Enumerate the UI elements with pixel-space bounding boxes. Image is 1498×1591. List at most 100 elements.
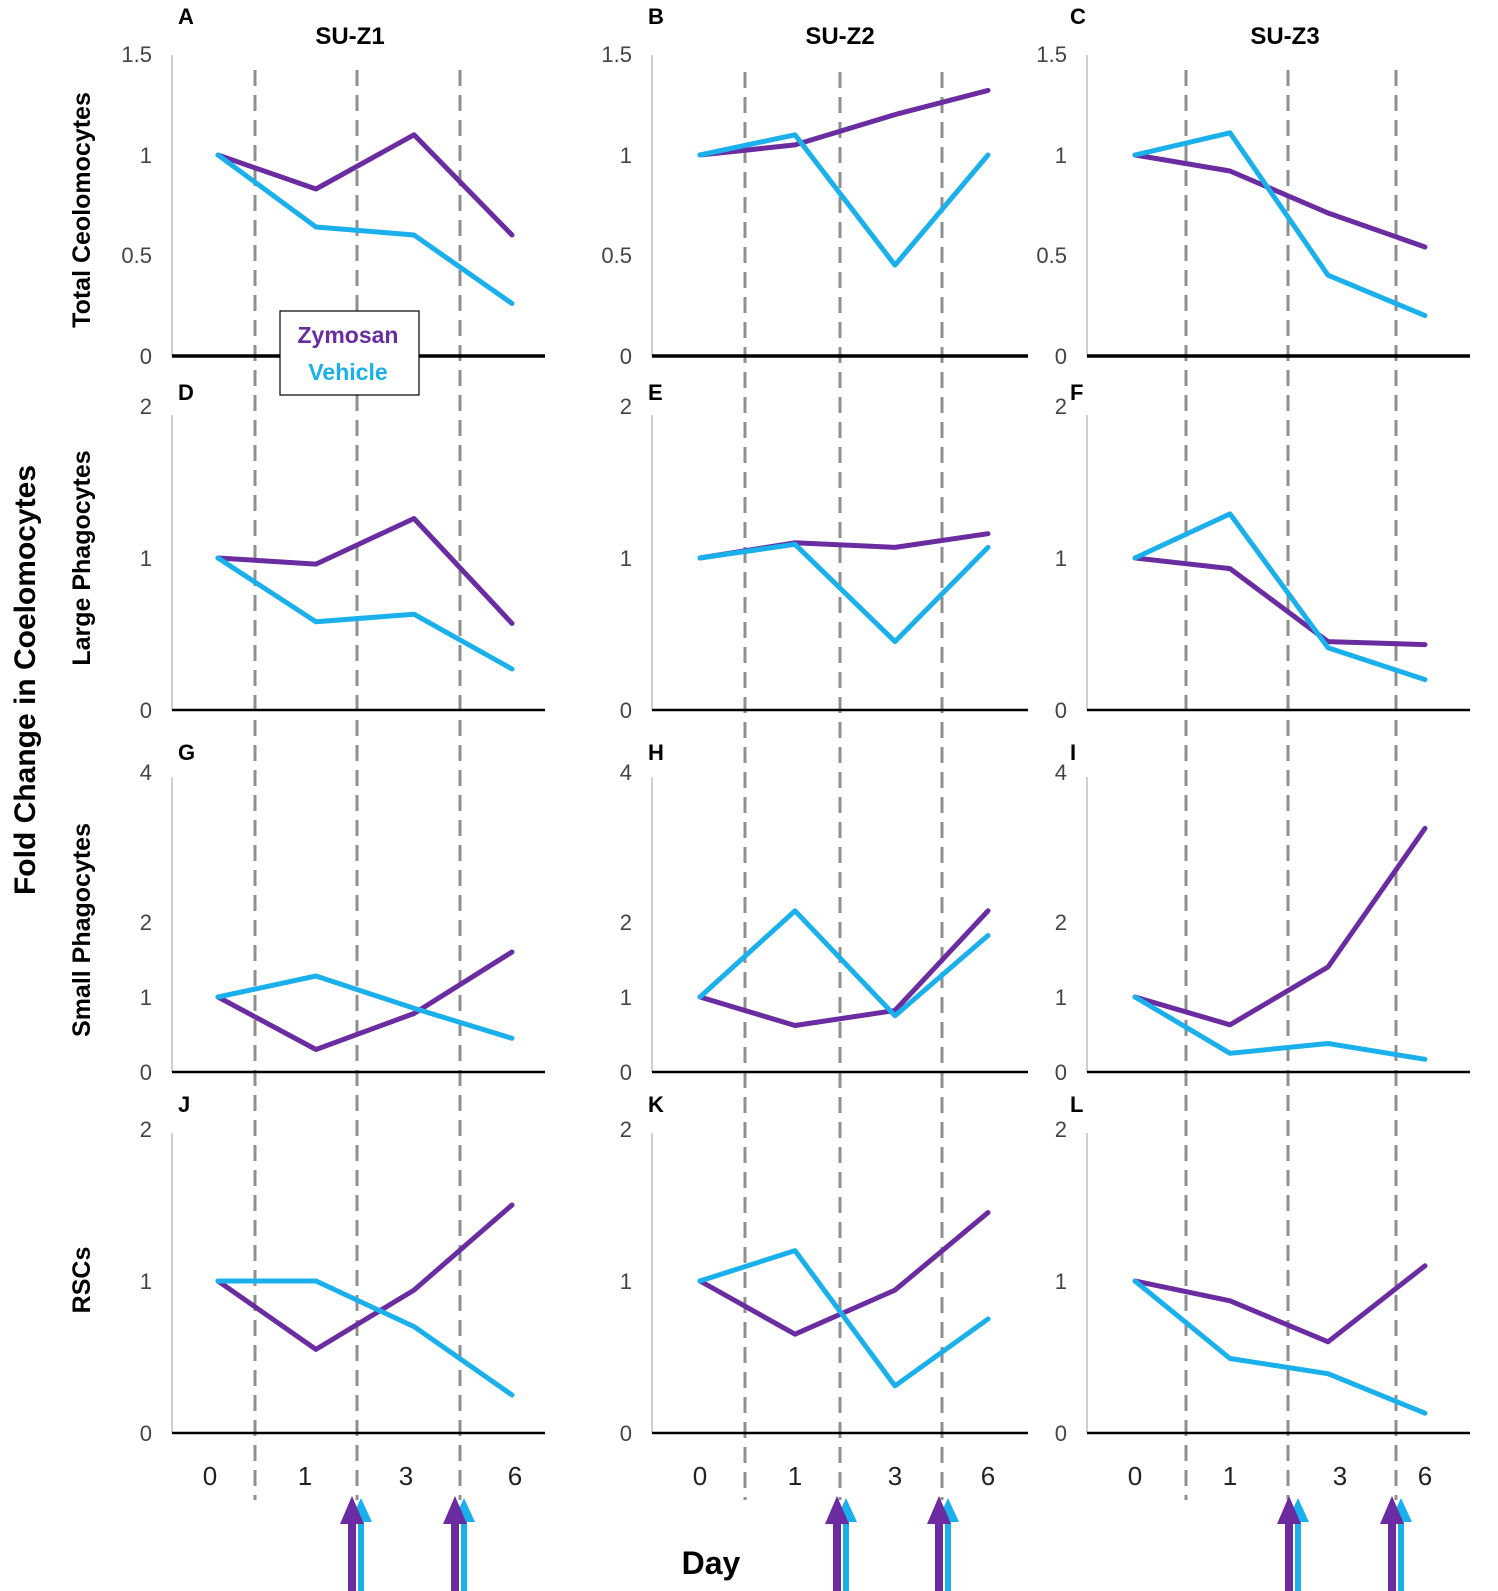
legend: Zymosan Vehicle [279,310,420,396]
series-line-zymosan-l [1132,1263,1428,1345]
x-tick-label: 3 [399,1461,413,1491]
x-tick-label: 6 [981,1461,995,1491]
y-tick-label: 0 [620,1421,632,1446]
series-line-vehicle-b [697,132,991,268]
panel-letter-f: F [1070,380,1083,405]
panel-k: K 0 1 2 0 1 3 6 [620,1092,1028,1491]
panel-letter-j: J [178,1092,190,1117]
panel-letter-g: G [178,740,195,765]
panel-a: A 0 0.5 1 1.5 [121,4,545,369]
legend-vehicle: Vehicle [308,359,387,385]
panel-letter-i: I [1070,740,1076,765]
y-tick-label: 1 [1055,143,1067,168]
y-tick-label: 1.5 [1036,42,1067,67]
series-line-vehicle-f [1132,511,1428,683]
panel-i: I 0 1 2 4 [1055,740,1470,1085]
x-tick-label: 0 [1128,1461,1142,1491]
x-tick-label: 0 [693,1461,707,1491]
y-tick-label: 0 [620,344,632,369]
y-tick-label: 1 [140,143,152,168]
panel-letter-a: A [178,4,194,29]
y-tick-label: 0.5 [1036,243,1067,268]
panel-letter-h: H [648,740,664,765]
injection-arrow-4 [927,1496,959,1591]
series-line-zymosan-k [697,1210,991,1337]
y-tick-label: 4 [1055,760,1067,785]
y-tick-label: 0 [1055,698,1067,723]
series-line-vehicle-d [215,555,515,672]
y-tick-label: 2 [140,910,152,935]
y-tick-label: 1 [140,985,152,1010]
panel-e: E 0 1 2 [620,380,1028,723]
series-line-vehicle-k [697,1248,991,1389]
legend-zymosan: Zymosan [298,322,399,348]
y-tick-label: 2 [1055,1117,1067,1142]
y-tick-label: 1.5 [601,42,632,67]
panel-letter-l: L [1070,1092,1083,1117]
series-line-zymosan-b [697,87,991,158]
y-tick-label: 0.5 [601,243,632,268]
x-axis-title: Day [682,1545,741,1581]
x-tick-label: 1 [1223,1461,1237,1491]
y-tick-label: 0 [1055,1060,1067,1085]
y-tick-label: 1 [1055,546,1067,571]
x-tick-label: 6 [1418,1461,1432,1491]
y-tick-label: 1 [620,1269,632,1294]
series-line-zymosan-c [1132,152,1428,250]
injection-arrow-2 [443,1496,475,1591]
series-line-vehicle-j [215,1278,515,1398]
y-tick-label: 4 [620,760,632,785]
y-tick-label: 2 [1055,910,1067,935]
panel-d: D 0 1 2 [140,380,545,723]
series-line-zymosan-d [215,516,515,626]
y-tick-label: 0 [1055,1421,1067,1446]
y-tick-label: 2 [620,910,632,935]
chart-panels: A00.511.5B00.511.5C00.511.5D012E012F012G… [121,4,1470,1491]
series-line-vehicle-l [1132,1278,1428,1416]
series-line-vehicle-e [697,541,991,645]
y-tick-label: 1 [1055,1269,1067,1294]
y-tick-label: 0 [140,698,152,723]
x-tick-label: 3 [1333,1461,1347,1491]
series-line-zymosan-j [215,1202,515,1352]
y-tick-label: 1 [1055,985,1067,1010]
series-line-vehicle-a [215,152,515,306]
panel-letter-k: K [648,1092,664,1117]
y-tick-label: 2 [620,1117,632,1142]
y-tick-label: 2 [1055,394,1067,419]
y-tick-label: 1 [620,143,632,168]
x-tick-label: 0 [203,1461,217,1491]
panel-letter-d: D [178,380,194,405]
injection-arrow-5 [1277,1496,1309,1591]
row-label-small-phagocytes: Small Phagocytes [68,823,96,1037]
y-tick-label: 0 [1055,344,1067,369]
column-title-su-z2: SU-Z2 [805,23,874,50]
panel-g: G 0 1 2 4 [140,740,545,1085]
x-tick-label: 6 [508,1461,522,1491]
x-tick-label: 1 [298,1461,312,1491]
panel-letter-b: B [648,4,664,29]
y-tick-label: 0 [140,1421,152,1446]
injection-arrow-6 [1380,1496,1412,1591]
panel-c: C 0 0.5 1 1.5 [1036,4,1470,369]
series-line-vehicle-g [215,973,515,1041]
x-tick-label: 3 [888,1461,902,1491]
x-tick-label: 1 [788,1461,802,1491]
y-tick-label: 2 [140,394,152,419]
y-tick-label: 1.5 [121,42,152,67]
panel-l: L 0 1 2 0 1 3 6 [1055,1092,1470,1491]
y-tick-label: 0 [620,1060,632,1085]
y-tick-label: 1 [140,546,152,571]
panel-j: J 0 1 2 0 1 3 6 [140,1092,545,1491]
y-tick-label: 1 [620,546,632,571]
series-line-zymosan-g [215,949,515,1052]
panel-letter-e: E [648,380,663,405]
panel-f: F 0 1 2 [1055,380,1470,723]
y-tick-label: 0 [140,1060,152,1085]
column-title-su-z3: SU-Z3 [1250,23,1319,50]
y-tick-label: 0 [140,344,152,369]
panel-h: H 0 1 2 4 [620,740,1028,1085]
row-label-rscs: RSCs [68,1247,96,1314]
y-axis-title: Fold Change in Coelomocytes [9,465,42,895]
row-label-total-coelomocytes: Total Ceolomocytes [68,92,96,328]
